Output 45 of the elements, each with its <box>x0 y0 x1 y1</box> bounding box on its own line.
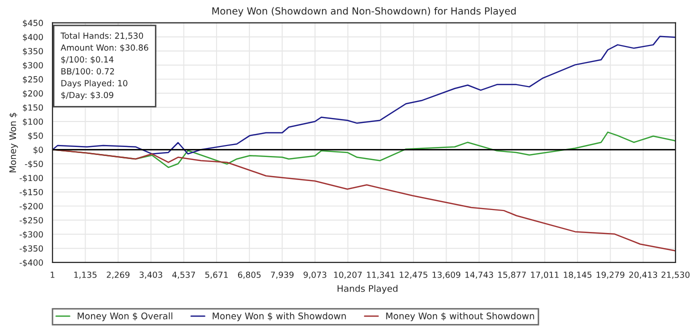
chart-title: Money Won (Showdown and Non-Showdown) for Hands Played <box>212 7 516 17</box>
annotation: Total Hands: 21,530 Amount Won: $30.86 $/100: $0.14 BB/100: 0.72 Days Played: 10 $/Day: $3.09 <box>60 32 148 100</box>
x-tick-label: 5,671 <box>205 272 228 279</box>
y-tick-label: -$100 <box>20 174 43 182</box>
y-tick-label: -$200 <box>20 202 43 210</box>
y-tick-label: -$250 <box>20 216 43 225</box>
y-tick-label: $100 <box>22 118 43 126</box>
y-tick-label: $0 <box>34 146 43 154</box>
x-tick-label: 1,135 <box>74 272 97 279</box>
y-tick-label: -$50 <box>24 160 43 168</box>
y-tick-label: -$400 <box>20 259 43 267</box>
x-tick-label: 12,475 <box>400 272 428 279</box>
x-tick-label: 15,877 <box>498 272 526 279</box>
x-tick-label: 7,939 <box>270 272 294 279</box>
y-tick-label: -$300 <box>20 231 43 239</box>
x-axis-title: Hands Played <box>338 284 398 294</box>
x-tick-label: 10,207 <box>334 272 362 279</box>
legend-label: Money Won $ Overall <box>78 312 172 322</box>
legend-label: Money Won $ without Showdown <box>386 312 534 322</box>
y-tick-label: $200 <box>22 90 43 98</box>
x-tick-label: 20,413 <box>629 272 658 279</box>
x-tick-label: 14,743 <box>465 272 494 279</box>
y-tick-label: $50 <box>28 132 43 140</box>
x-tick-label: 6,805 <box>238 272 261 279</box>
x-tick-label: 11,341 <box>366 272 394 279</box>
y-tick-label: $400 <box>22 34 43 42</box>
y-tick-label: -$350 <box>20 245 43 253</box>
x-tick-label: 13,609 <box>432 272 460 279</box>
x-tick-label: 4,537 <box>172 272 195 279</box>
y-tick-label: -$150 <box>20 188 43 196</box>
legend-label: Money Won $ with Showdown <box>212 312 346 322</box>
x-tick-label: 3,403 <box>140 272 162 279</box>
x-tick-label: 19,279 <box>596 272 624 279</box>
y-tick-label: $150 <box>22 104 43 112</box>
x-tick-label: 21,530 <box>662 272 690 279</box>
x-tick-label: 18,145 <box>564 272 592 279</box>
y-axis-title: Money Won $ <box>9 112 18 172</box>
y-tick-label: $250 <box>22 76 43 84</box>
x-tick-label: 9,073 <box>304 272 326 279</box>
y-tick-label: $450 <box>22 20 43 28</box>
y-tick-label: $350 <box>22 48 43 56</box>
x-tick-label: 2,269 <box>106 272 130 279</box>
x-tick-label: 17,011 <box>531 272 559 279</box>
y-tick-label: $300 <box>22 62 43 70</box>
x-tick-label: 1 <box>50 272 54 278</box>
